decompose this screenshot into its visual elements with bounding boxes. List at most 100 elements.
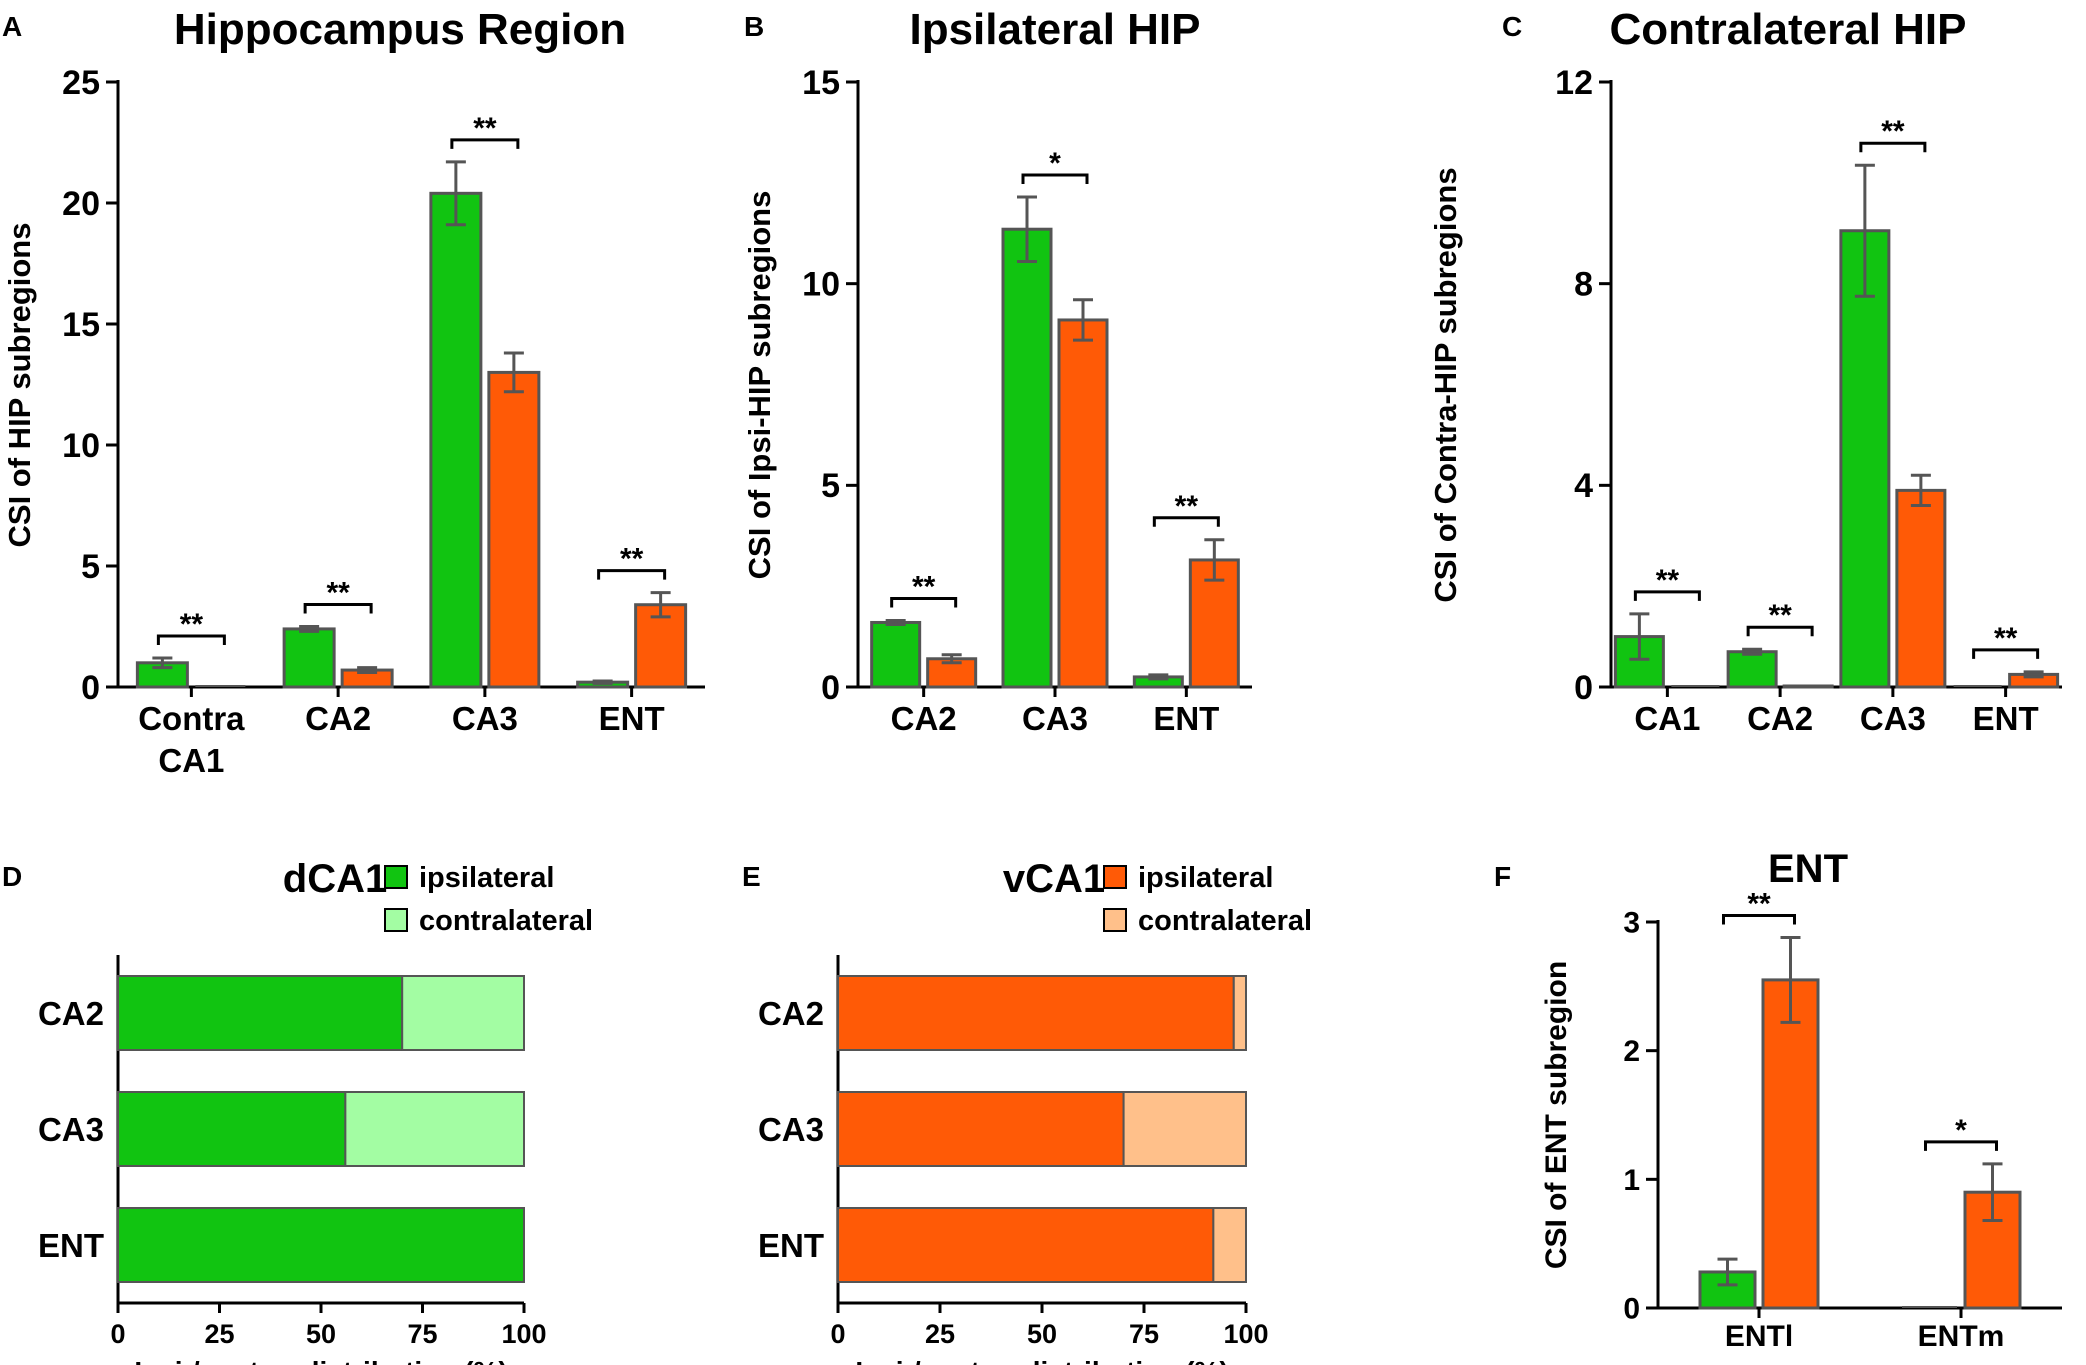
panel-b-title: Ipsilateral HIP (909, 5, 1200, 54)
panel-a-ytick-label: 20 (62, 185, 100, 223)
panel-c-significance-label: ** (1656, 564, 1680, 597)
panel-e-bar-contralateral (1234, 976, 1246, 1050)
panel-a-category-label: CA2 (305, 700, 371, 737)
panel-d-bar-contralateral (402, 976, 524, 1050)
panel-a-bar-dca1 (284, 629, 334, 687)
panel-e-legend-swatch-contralateral (1104, 909, 1126, 931)
panel-d-legend-swatch-contralateral (385, 909, 407, 931)
panel-e-xlabel: Ipsi-/contra- distribution (%) (855, 1356, 1228, 1365)
panel-e-category-label: CA3 (758, 1111, 824, 1148)
panel-d-legend-label: contralateral (419, 905, 593, 937)
panel-c-category-label: ENT (1973, 700, 2039, 737)
figure-canvas: A B C D E F Hippocampus RegionCSI of HIP… (0, 0, 2086, 1365)
panel-d-xtick-label: 75 (407, 1319, 437, 1349)
panel-b-ylabel: CSI of Ipsi-HIP subregions (742, 191, 777, 580)
panel-f-ytick-label: 0 (1623, 1293, 1640, 1326)
panel-e-legend-label: ipsilateral (1138, 862, 1273, 894)
panel-b-significance-label: ** (912, 570, 936, 603)
panel-d-xtick-label: 0 (110, 1319, 125, 1349)
panel-e-legend-label: contralateral (1138, 905, 1312, 937)
panel-a-significance-label: ** (620, 543, 644, 576)
panel-d-xtick-label: 50 (306, 1319, 336, 1349)
panel-e-bar-ipsilateral (838, 976, 1234, 1050)
panel-d-bar-ipsilateral (118, 1208, 524, 1282)
panel-a-bar-dca1 (431, 193, 481, 687)
panel-letter-d: D (2, 861, 22, 892)
panel-d-chart: dCA1 ipsilateral contralateral 0 25 50 75 100 Ip… (38, 857, 593, 1365)
panel-a-ytick-label: 5 (81, 548, 100, 586)
panel-c-ytick-label: 4 (1574, 467, 1593, 505)
panel-f-category-label: ENTm (1918, 1320, 2005, 1353)
panel-b-ytick-label: 5 (821, 467, 840, 505)
panel-c-title: Contralateral HIP (1610, 5, 1967, 54)
panel-f-significance-label: * (1955, 1114, 1967, 1147)
panel-letter-e: E (742, 861, 761, 892)
panel-c-ytick-label: 8 (1574, 266, 1593, 304)
panel-c-category-label: CA1 (1634, 700, 1700, 737)
panel-e-title: vCA1 (1003, 857, 1105, 901)
panel-e-xtick-label: 75 (1129, 1319, 1159, 1349)
panel-b-chart: Ipsilateral HIP CSI of Ipsi-HIP subregion… (742, 5, 1252, 737)
panel-d-title: dCA1 (283, 857, 387, 901)
panel-c-category-label: CA3 (1860, 700, 1926, 737)
panel-b-bar-dca1 (1003, 229, 1051, 687)
panel-f-ylabel: CSI of ENT subregion (1540, 961, 1573, 1269)
panel-c-ytick-label: 0 (1574, 669, 1593, 707)
panel-b-significance-label: * (1049, 147, 1061, 180)
panel-e-xtick-label: 0 (830, 1319, 845, 1349)
panel-a-category-label: Contra (138, 700, 245, 737)
panel-a-significance-label: ** (326, 577, 350, 610)
panel-d-category-label: ENT (38, 1227, 104, 1264)
panel-f-ytick-label: 3 (1623, 907, 1640, 940)
panel-letter-b: B (744, 11, 764, 42)
panel-e-category-label: ENT (758, 1227, 824, 1264)
panel-a-significance-label: ** (180, 608, 204, 641)
panel-d-bar-ipsilateral (118, 976, 402, 1050)
panel-c-ylabel: CSI of Contra-HIP subregions (1428, 167, 1463, 602)
panel-e-bar-ipsilateral (838, 1208, 1213, 1282)
panel-c-bar-dca1 (1728, 652, 1776, 687)
panel-c-bar-dca1 (1841, 231, 1889, 687)
panel-d-bar-contralateral (345, 1092, 524, 1166)
panel-f-significance-label: ** (1747, 887, 1771, 920)
panel-e-bar-ipsilateral (838, 1092, 1124, 1166)
panel-f-title: ENT (1768, 847, 1848, 891)
panel-c-ytick-label: 12 (1555, 64, 1593, 102)
panel-c-category-label: CA2 (1747, 700, 1813, 737)
panel-f-ytick-label: 1 (1623, 1164, 1640, 1197)
panel-f-chart: ENT CSI of ENT subregion 0 1 2 3 ENTl ** ENTm * (1540, 847, 2062, 1353)
panel-d-category-label: CA2 (38, 995, 104, 1032)
panel-e-xtick-label: 25 (925, 1319, 955, 1349)
panel-e-xtick-label: 100 (1223, 1319, 1268, 1349)
panel-a-ytick-label: 10 (62, 427, 100, 465)
panel-a-title: Hippocampus Region (174, 5, 626, 54)
panel-e-xtick-label: 50 (1027, 1319, 1057, 1349)
panel-d-xlabel: Ipsi-/contra- distribution (%) (134, 1356, 507, 1365)
panel-e-legend-swatch-ipsilateral (1104, 866, 1126, 888)
panel-b-significance-label: ** (1175, 490, 1199, 523)
panel-f-ytick-label: 2 (1623, 1035, 1640, 1068)
panel-letter-a: A (2, 11, 22, 42)
panel-b-category-label: ENT (1153, 700, 1219, 737)
panel-e-bar-contralateral (1213, 1208, 1246, 1282)
panel-c-significance-label: ** (1768, 599, 1792, 632)
panel-b-category-label: CA3 (1022, 700, 1088, 737)
panel-b-ytick-label: 15 (802, 64, 840, 102)
panel-c-chart: Contralateral HIP CSI of Contra-HIP subre… (1428, 5, 2062, 737)
panel-a-ytick-label: 0 (81, 669, 100, 707)
panel-e-bar-contralateral (1124, 1092, 1246, 1166)
panel-b-bar-dca1 (872, 622, 920, 687)
panel-a-significance-label: ** (473, 112, 497, 145)
panel-a-category-label: CA1 (158, 742, 224, 779)
panel-f-bar-vca1 (1763, 980, 1818, 1308)
panel-d-category-label: CA3 (38, 1111, 104, 1148)
panel-a-bar-vca1 (489, 372, 539, 687)
panel-letter-f: F (1494, 861, 1511, 892)
panel-b-bar-vca1 (1059, 320, 1107, 687)
panel-a-category-label: CA3 (452, 700, 518, 737)
panel-e-category-label: CA2 (758, 995, 824, 1032)
panel-f-category-label: ENTl (1725, 1320, 1793, 1353)
panel-d-legend-swatch-ipsilateral (385, 866, 407, 888)
panel-d-xtick-label: 25 (204, 1319, 234, 1349)
panel-b-category-label: CA2 (891, 700, 957, 737)
